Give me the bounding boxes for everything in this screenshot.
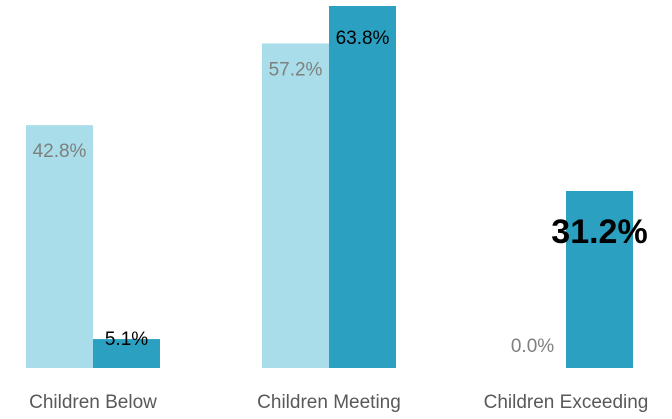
bar-children-meeting-series-2 <box>329 6 396 368</box>
bar-children-exceeding-series-2 <box>566 190 633 368</box>
bar-children-below-series-2 <box>93 339 160 368</box>
value-label-children-meeting-series-2: 63.8% <box>336 28 390 49</box>
category-label-children-exceeding: Children Exceeding <box>484 392 649 413</box>
value-label-children-exceeding-series-1: 0.0% <box>511 336 554 357</box>
value-label-children-below-series-2: 5.1% <box>105 329 148 350</box>
value-label-children-exceeding-series-2: 31.2% <box>551 213 647 251</box>
value-labels-layer: 42.8% 5.1% 57.2% 63.8% 0.0% 31.2% <box>33 28 648 357</box>
category-label-children-meeting: Children Meeting <box>257 392 401 413</box>
category-labels-layer: Children Below Children Meeting Children E… <box>29 392 648 413</box>
bar-children-meeting-series-1 <box>262 43 329 369</box>
category-label-children-below: Children Below <box>29 392 157 413</box>
bars-layer <box>26 6 633 369</box>
value-label-children-meeting-series-1: 57.2% <box>269 59 323 80</box>
bar-children-below-series-1 <box>26 125 93 369</box>
value-label-children-below-series-1: 42.8% <box>33 141 87 162</box>
